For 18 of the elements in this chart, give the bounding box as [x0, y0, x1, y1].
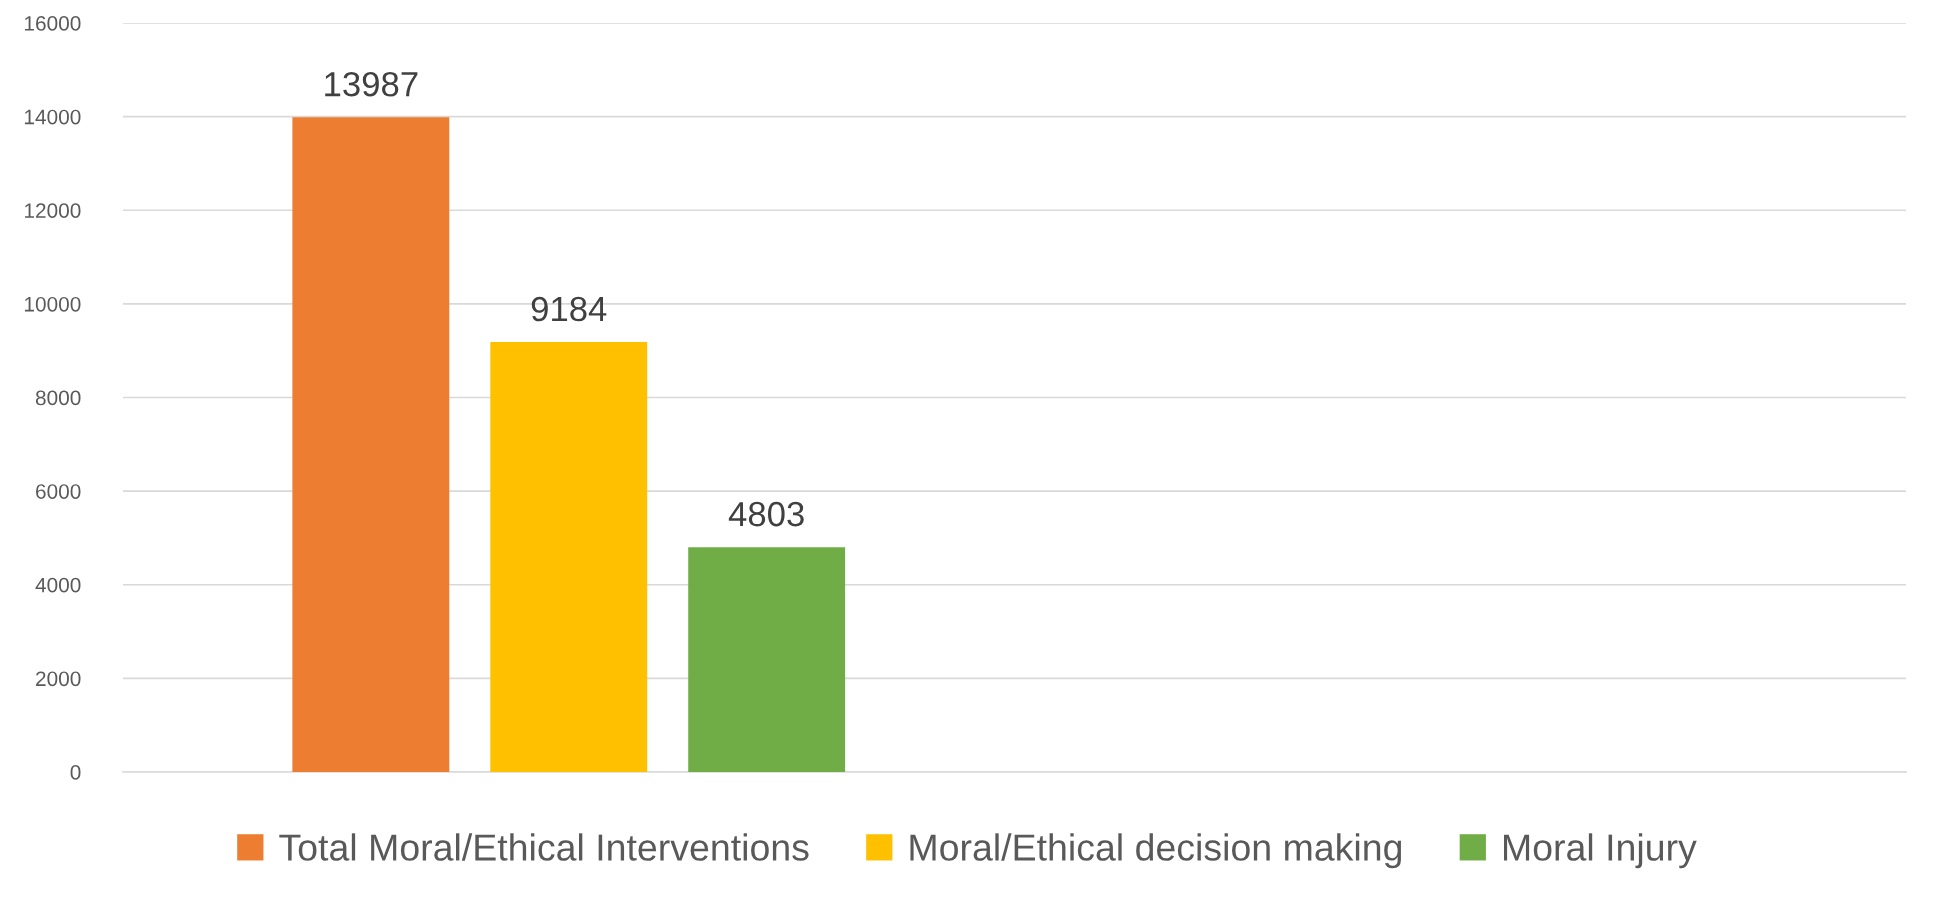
data-label: 4803 [728, 501, 804, 527]
legend-label: Total Moral/Ethical Interventions [279, 833, 809, 861]
data-label: 9184 [531, 296, 607, 322]
bar [490, 342, 648, 772]
legend-label: Moral/Ethical decision making [910, 833, 1402, 869]
y-tick-label: 8000 [35, 390, 81, 406]
bar [688, 547, 846, 772]
data-label: 13987 [325, 71, 418, 97]
y-tick-label: 12000 [25, 203, 81, 218]
y-tick-label: 4000 [35, 577, 81, 593]
y-tick-label: 14000 [25, 109, 81, 125]
y-tick-label: 16000 [25, 16, 81, 31]
y-tick-label: 10000 [25, 296, 81, 312]
legend-label: Moral Injury [1504, 833, 1697, 869]
y-tick-label: 2000 [36, 671, 81, 687]
y-tick-label: 6000 [36, 484, 81, 499]
bar [292, 117, 450, 772]
y-tick-label: 0 [70, 765, 81, 780]
